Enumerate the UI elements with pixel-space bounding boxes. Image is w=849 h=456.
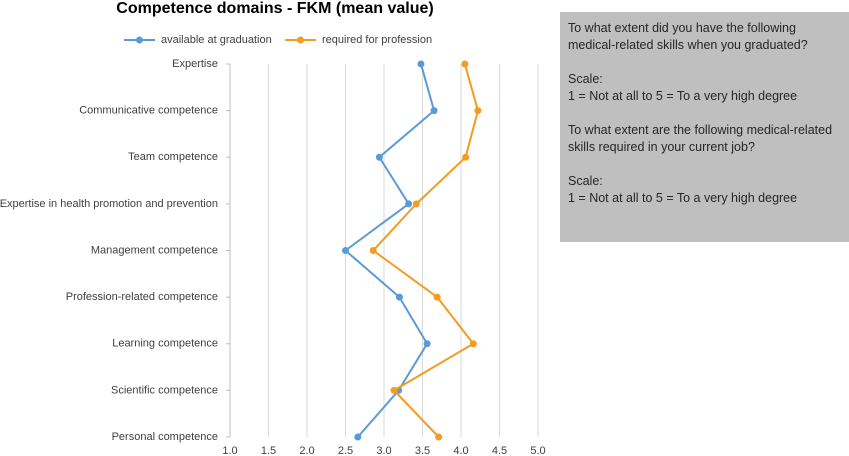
data-point (354, 433, 362, 441)
x-tick-label: 1.5 (261, 445, 276, 456)
x-tick-label: 2.0 (299, 445, 314, 456)
data-point (369, 247, 377, 254)
y-tick-label: Team competence (128, 151, 218, 163)
y-tick-label: Profession-related competence (66, 291, 218, 303)
y-tick-label: Personal competence (112, 431, 218, 443)
data-point (469, 340, 477, 348)
y-tick-label: Management competence (91, 244, 218, 256)
x-tick-label: 3.5 (415, 445, 430, 456)
data-point (474, 107, 482, 115)
series-line (343, 63, 436, 438)
data-point (342, 247, 349, 254)
data-point (423, 340, 431, 348)
y-tick-label: Learning competence (112, 338, 218, 350)
data-point (417, 60, 425, 68)
x-tick-label: 4.5 (492, 445, 507, 456)
y-tick-label: Expertise in health promotion and preven… (0, 198, 218, 210)
legend-marker (136, 36, 143, 44)
data-point (461, 60, 469, 68)
data-point (435, 433, 443, 441)
annotation-text: Scale: (568, 72, 603, 86)
x-tick-label: 5.0 (530, 445, 545, 456)
data-point (375, 153, 383, 161)
legend-marker (297, 36, 304, 44)
annotation-text: 1 = Not at all to 5 = To a very high deg… (568, 89, 798, 103)
y-tick-label: Scientific competence (111, 384, 218, 396)
x-tick-label: 4.0 (453, 445, 468, 456)
y-tick-label: Communicative competence (79, 105, 218, 117)
annotation-text: 1 = Not at all to 5 = To a very high deg… (568, 191, 798, 205)
data-point (462, 153, 470, 161)
legend-label: required for profession (322, 34, 432, 46)
x-tick-label: 2.5 (338, 445, 353, 456)
data-point (412, 200, 420, 208)
annotation-text: To what extent did you have the followin… (568, 21, 808, 52)
data-point (433, 293, 441, 301)
annotation-box: To what extent did you have the followin… (560, 12, 849, 242)
annotation-text: Scale: (568, 174, 603, 188)
annotation-text: To what extent are the following medical… (568, 123, 833, 154)
data-point (395, 293, 403, 301)
legend-label: available at graduation (161, 34, 272, 46)
data-point (430, 107, 438, 115)
chart-title: Competence domains - FKM (mean value) (116, 0, 433, 17)
data-point (405, 200, 413, 208)
x-tick-label: 1.0 (222, 445, 237, 456)
x-tick-label: 3.0 (376, 445, 391, 456)
data-point (390, 386, 398, 394)
y-tick-label: Expertise (172, 58, 218, 70)
series-line (371, 63, 479, 438)
